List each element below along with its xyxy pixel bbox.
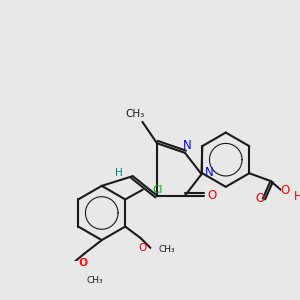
- Text: O: O: [78, 258, 86, 268]
- Text: O: O: [255, 192, 265, 205]
- Text: H: H: [294, 190, 300, 203]
- Text: N: N: [205, 166, 214, 179]
- Text: O: O: [139, 243, 147, 253]
- Text: H: H: [115, 168, 123, 178]
- Text: CH₃: CH₃: [158, 245, 175, 254]
- Text: Cl: Cl: [152, 185, 163, 195]
- Text: O: O: [79, 258, 88, 268]
- Text: O: O: [280, 184, 290, 197]
- Text: N: N: [183, 139, 191, 152]
- Text: CH₃: CH₃: [125, 109, 144, 119]
- Text: O: O: [208, 189, 217, 202]
- Text: CH₃: CH₃: [86, 276, 103, 285]
